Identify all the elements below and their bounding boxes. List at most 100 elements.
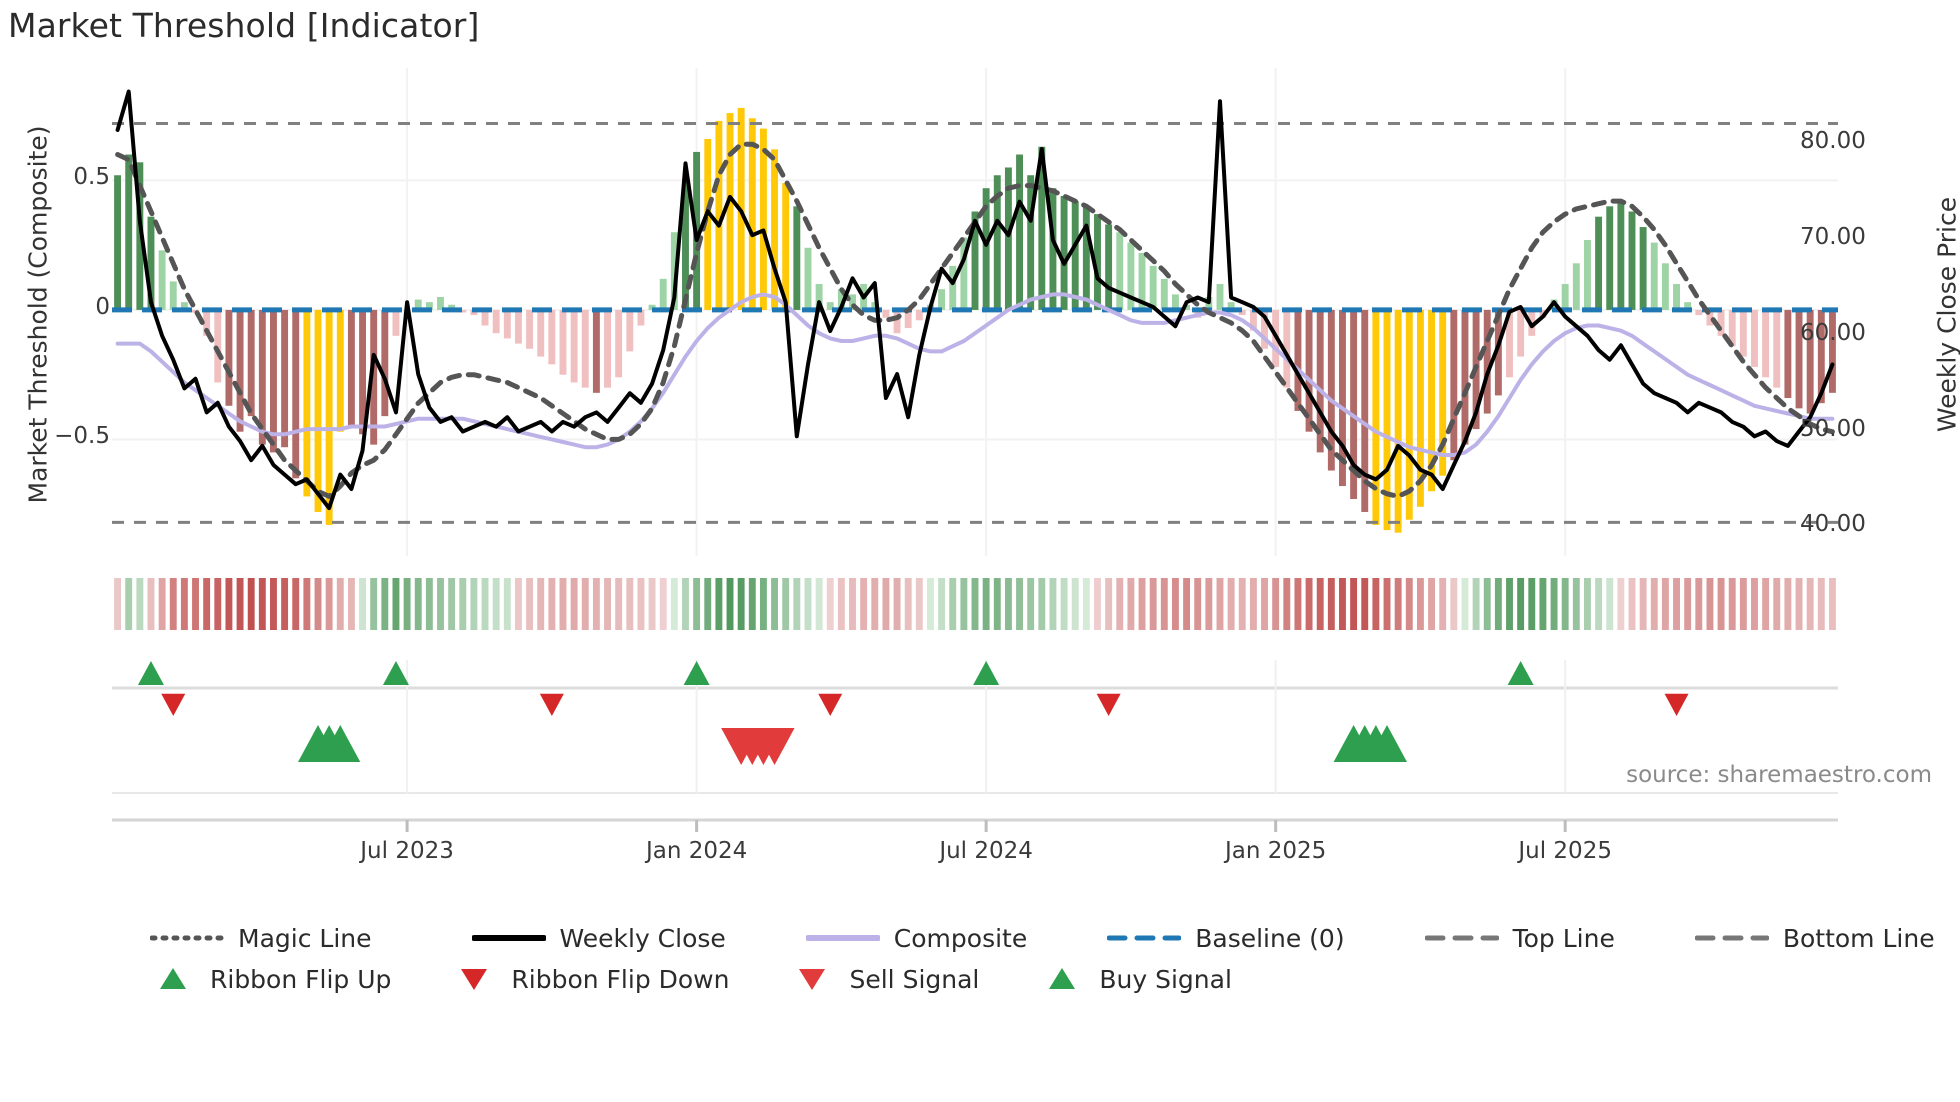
histogram-bar: [347, 309, 355, 427]
ribbon-cell: [336, 578, 344, 630]
ribbon-cell: [1517, 578, 1525, 630]
histogram-bar: [893, 309, 901, 334]
histogram-bar: [1795, 309, 1803, 409]
histogram-bar: [514, 309, 522, 344]
ribbon-cell: [1171, 578, 1179, 630]
ribbon-cell: [347, 578, 355, 630]
ribbon-cell: [1361, 578, 1369, 630]
ribbon-cell: [682, 578, 689, 630]
ribbon-cell: [570, 578, 578, 630]
ribbon-cell: [503, 578, 511, 630]
ribbon-cell: [1372, 578, 1380, 630]
histogram-bar: [837, 289, 845, 310]
legend-item[interactable]: Ribbon Flip Down: [451, 964, 729, 994]
histogram-bar: [1071, 201, 1079, 310]
histogram-bar: [1606, 206, 1614, 310]
ribbon-cell: [1428, 578, 1436, 630]
histogram-bar: [1628, 211, 1636, 310]
y-axis-left-tick: −0.5: [54, 423, 110, 450]
histogram-bar: [726, 113, 734, 310]
histogram-bar: [1405, 309, 1413, 520]
legend-row-lines: Magic Line Weekly Close Composite Baseline …: [150, 918, 1935, 958]
histogram-bar: [1171, 294, 1179, 310]
legend-item[interactable]: Composite: [805, 924, 1027, 953]
histogram-bar: [915, 309, 923, 321]
legend-label: Baseline (0): [1195, 923, 1345, 953]
legend-item[interactable]: Top Line: [1424, 924, 1615, 953]
histogram-bar: [1138, 252, 1146, 310]
histogram-bar: [1817, 309, 1825, 404]
histogram-bar: [1238, 309, 1246, 316]
ribbon-cell: [1160, 578, 1168, 630]
histogram-bar: [815, 284, 823, 310]
composite-line: [115, 292, 1835, 457]
ribbon-cell: [1138, 578, 1146, 630]
ribbon-cell: [871, 578, 879, 630]
histogram-bar: [125, 154, 133, 310]
ribbon-cell: [381, 578, 389, 630]
ribbon-cell: [1461, 578, 1469, 630]
histogram-bar: [1706, 309, 1714, 326]
ribbon-cell: [169, 578, 177, 630]
ribbon-cell: [258, 578, 266, 630]
legend-item[interactable]: Bottom Line: [1694, 924, 1935, 953]
ribbon-cell: [837, 578, 845, 630]
legend-item[interactable]: Buy Signal: [1039, 964, 1232, 994]
ribbon-cell: [1795, 578, 1803, 630]
histogram-bar: [303, 309, 311, 497]
ribbon-cell: [1350, 578, 1358, 630]
ribbon-cell: [804, 578, 812, 630]
ribbon-cell: [1739, 578, 1747, 630]
ribbon-cell: [481, 578, 489, 630]
histogram-bar: [581, 309, 589, 388]
ribbon-cell: [303, 578, 311, 630]
histogram-bar: [849, 294, 856, 310]
histogram-bar: [1316, 309, 1324, 453]
legend-item[interactable]: Baseline (0): [1107, 923, 1345, 953]
legend-item[interactable]: Magic Line: [150, 924, 372, 953]
ribbon-cell: [1684, 578, 1692, 630]
sell-signal-marker: [754, 728, 795, 765]
ribbon-cell: [1717, 578, 1725, 630]
histogram-bar: [759, 128, 767, 310]
histogram-bar: [203, 309, 211, 336]
histogram-bar: [314, 309, 322, 512]
ribbon-flip-down-marker: [539, 693, 564, 716]
histogram-bar: [1082, 206, 1090, 310]
ribbon-flip-up-marker: [137, 661, 164, 686]
ribbon-cell: [437, 578, 444, 630]
y-axis-right-tick: 70.00: [1800, 224, 1866, 250]
histogram-bar: [1650, 242, 1658, 310]
histogram-bar: [526, 309, 534, 349]
legend-item[interactable]: Ribbon Flip Up: [150, 964, 391, 994]
legend-item[interactable]: Sell Signal: [789, 964, 979, 994]
ribbon-cell: [960, 578, 968, 630]
ribbon-cell: [904, 578, 912, 630]
ribbon-cell: [982, 578, 990, 630]
histogram-bar: [982, 188, 990, 310]
ribbon-cell: [114, 578, 122, 630]
histogram-bar: [648, 304, 656, 310]
histogram-bar: [1561, 284, 1569, 310]
histogram-bar: [1784, 309, 1792, 398]
ribbon-cell: [1082, 578, 1090, 630]
ribbon-cell: [1327, 578, 1335, 630]
legend-label: Weekly Close: [559, 923, 726, 953]
histogram-bar: [826, 302, 834, 310]
ribbon-cell: [448, 578, 456, 630]
ribbon-cell: [849, 578, 856, 630]
histogram-bar: [748, 118, 756, 310]
ribbon-cell: [1773, 578, 1781, 630]
histogram-bar: [359, 309, 367, 435]
histogram-bar: [1216, 284, 1224, 310]
legend-item[interactable]: Weekly Close: [471, 923, 726, 953]
ribbon-cell: [1628, 578, 1636, 630]
ribbon-cell: [1751, 578, 1758, 630]
solid-line-icon: [805, 927, 880, 949]
ribbon-cell: [514, 578, 522, 630]
solid-line-icon: [471, 927, 546, 949]
ribbon-cell: [693, 578, 701, 630]
histogram-bar: [1450, 309, 1458, 461]
histogram-bar: [470, 309, 478, 316]
